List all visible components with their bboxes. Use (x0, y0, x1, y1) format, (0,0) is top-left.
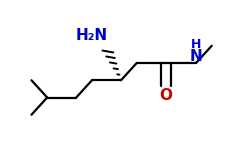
Text: H: H (191, 39, 201, 51)
Text: N: N (190, 49, 202, 64)
Text: H₂N: H₂N (76, 28, 108, 43)
Text: O: O (159, 88, 172, 104)
